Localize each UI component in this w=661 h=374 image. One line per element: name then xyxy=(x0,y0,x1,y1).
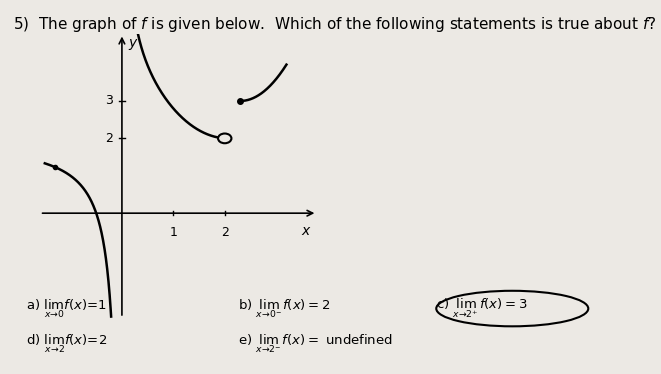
Text: 5)  The graph of $f$ is given below.  Which of the following statements is true : 5) The graph of $f$ is given below. Whic… xyxy=(13,15,657,34)
Circle shape xyxy=(218,134,231,143)
Text: b) $\lim_{x\to 0^-} f(x) = 2$: b) $\lim_{x\to 0^-} f(x) = 2$ xyxy=(238,297,330,320)
Text: $y$: $y$ xyxy=(128,37,139,52)
Text: e) $\lim_{x\to 2^-} f(x) =$ undefined: e) $\lim_{x\to 2^-} f(x) =$ undefined xyxy=(238,333,393,355)
Text: c) $\lim_{x\to 2^+} f(x) = 3$: c) $\lim_{x\to 2^+} f(x) = 3$ xyxy=(436,297,528,321)
Text: a) $\lim_{x\to 0} f(x) = 1$: a) $\lim_{x\to 0} f(x) = 1$ xyxy=(26,297,107,320)
Text: 3: 3 xyxy=(105,95,112,107)
Text: d) $\lim_{x\to 2} f(x) = 2$: d) $\lim_{x\to 2} f(x) = 2$ xyxy=(26,333,108,355)
Text: 1: 1 xyxy=(169,226,177,239)
Text: 2: 2 xyxy=(221,226,229,239)
Text: $x$: $x$ xyxy=(301,224,312,237)
Text: 2: 2 xyxy=(105,132,112,145)
